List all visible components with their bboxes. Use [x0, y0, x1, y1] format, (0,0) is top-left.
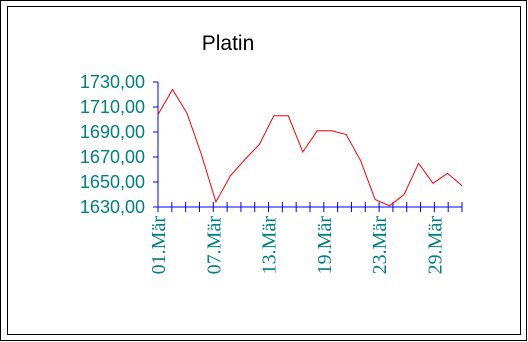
x-tick-label: 19.Mär: [314, 216, 336, 275]
x-tick-label: 13.Mär: [259, 216, 281, 275]
y-tick-label: 1630,00: [80, 197, 145, 217]
x-tick-label: 29.Mär: [424, 216, 446, 275]
y-tick-label: 1670,00: [80, 147, 145, 167]
y-tick-label: 1730,00: [80, 72, 145, 92]
chart-title: Platin: [202, 32, 255, 55]
y-tick-label: 1690,00: [80, 122, 145, 142]
series-line: [157, 88, 463, 207]
y-tick-label: 1650,00: [80, 172, 145, 192]
x-tick-label: 07.Mär: [203, 216, 225, 275]
x-tick-label: 01.Mär: [148, 216, 170, 275]
plot-area: 1730,00 1710,00 1690,00 1670,00 1650,00 1630,…: [80, 72, 463, 275]
y-tick-label: 1710,00: [80, 97, 145, 117]
x-tick-label: 23.Mär: [369, 216, 391, 275]
chart-inner-frame: [7, 6, 521, 335]
